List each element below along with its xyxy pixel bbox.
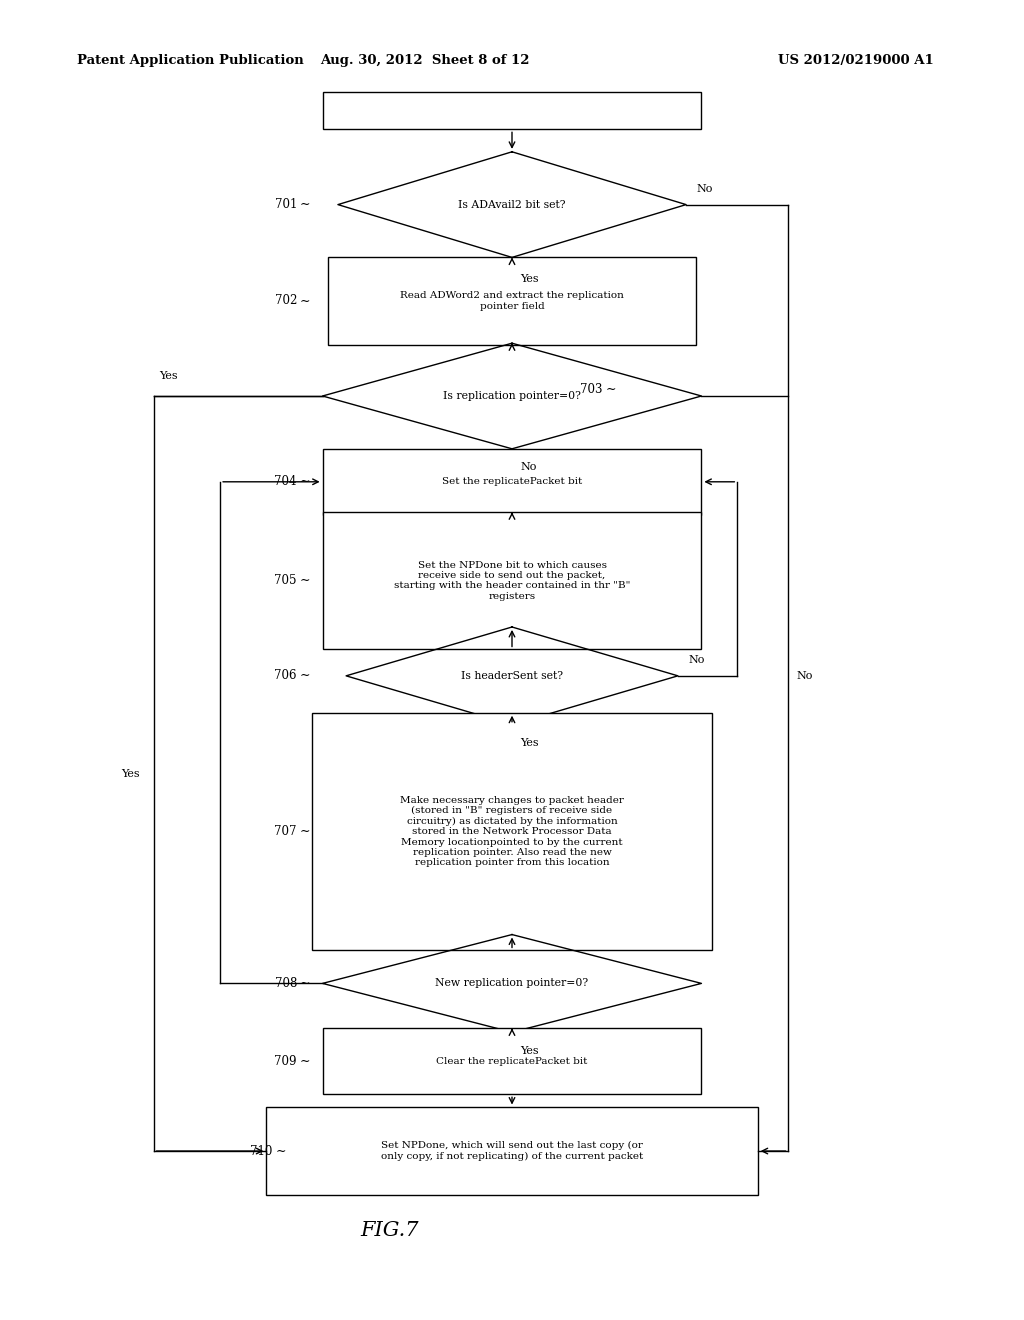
Text: ∼: ∼ bbox=[300, 475, 310, 488]
FancyBboxPatch shape bbox=[323, 449, 701, 515]
Text: Set NPDone, which will send out the last copy (or
only copy, if not replicating): Set NPDone, which will send out the last… bbox=[381, 1142, 643, 1160]
Text: ∼: ∼ bbox=[300, 825, 310, 838]
Text: Make necessary changes to packet header
(stored in "B" registers of receive side: Make necessary changes to packet header … bbox=[400, 796, 624, 867]
Text: 706: 706 bbox=[274, 669, 297, 682]
Text: Yes: Yes bbox=[520, 273, 539, 284]
Text: ∼: ∼ bbox=[605, 383, 615, 396]
Text: 703: 703 bbox=[580, 383, 602, 396]
FancyBboxPatch shape bbox=[323, 92, 701, 129]
Text: ∼: ∼ bbox=[300, 669, 310, 682]
Text: 705: 705 bbox=[274, 574, 297, 587]
Text: ∼: ∼ bbox=[300, 198, 310, 211]
Text: ∼: ∼ bbox=[300, 294, 310, 308]
Text: No: No bbox=[797, 671, 813, 681]
Text: Yes: Yes bbox=[121, 768, 139, 779]
Text: 707: 707 bbox=[274, 825, 297, 838]
Text: 710: 710 bbox=[250, 1144, 272, 1158]
Text: Yes: Yes bbox=[520, 738, 539, 748]
Text: New replication pointer=0?: New replication pointer=0? bbox=[435, 978, 589, 989]
Text: 701: 701 bbox=[274, 198, 297, 211]
Text: Yes: Yes bbox=[159, 371, 177, 381]
Text: ∼: ∼ bbox=[300, 574, 310, 587]
Text: Set the replicatePacket bit: Set the replicatePacket bit bbox=[442, 478, 582, 486]
Text: Clear the replicatePacket bit: Clear the replicatePacket bit bbox=[436, 1057, 588, 1065]
Text: 702: 702 bbox=[274, 294, 297, 308]
Text: No: No bbox=[520, 462, 537, 473]
Text: US 2012/0219000 A1: US 2012/0219000 A1 bbox=[778, 54, 934, 67]
Text: 708: 708 bbox=[274, 977, 297, 990]
FancyBboxPatch shape bbox=[323, 1028, 701, 1094]
Text: 704: 704 bbox=[274, 475, 297, 488]
Text: No: No bbox=[696, 183, 713, 194]
Text: ∼: ∼ bbox=[300, 977, 310, 990]
FancyBboxPatch shape bbox=[323, 512, 701, 649]
Text: Read ADWord2 and extract the replication
pointer field: Read ADWord2 and extract the replication… bbox=[400, 292, 624, 310]
Text: Patent Application Publication: Patent Application Publication bbox=[77, 54, 303, 67]
Text: ∼: ∼ bbox=[275, 1144, 286, 1158]
Text: Is replication pointer=0?: Is replication pointer=0? bbox=[443, 391, 581, 401]
Text: FIG.7: FIG.7 bbox=[359, 1221, 419, 1239]
Text: Is headerSent set?: Is headerSent set? bbox=[461, 671, 563, 681]
Text: Aug. 30, 2012  Sheet 8 of 12: Aug. 30, 2012 Sheet 8 of 12 bbox=[321, 54, 529, 67]
Text: No: No bbox=[688, 655, 705, 665]
Text: Yes: Yes bbox=[520, 1045, 539, 1056]
FancyBboxPatch shape bbox=[328, 257, 696, 345]
Text: ∼: ∼ bbox=[300, 1055, 310, 1068]
FancyBboxPatch shape bbox=[312, 713, 712, 950]
FancyBboxPatch shape bbox=[266, 1107, 758, 1195]
Text: 709: 709 bbox=[274, 1055, 297, 1068]
Text: Is ADAvail2 bit set?: Is ADAvail2 bit set? bbox=[459, 199, 565, 210]
Text: Set the NPDone bit to which causes
receive side to send out the packet,
starting: Set the NPDone bit to which causes recei… bbox=[394, 561, 630, 601]
